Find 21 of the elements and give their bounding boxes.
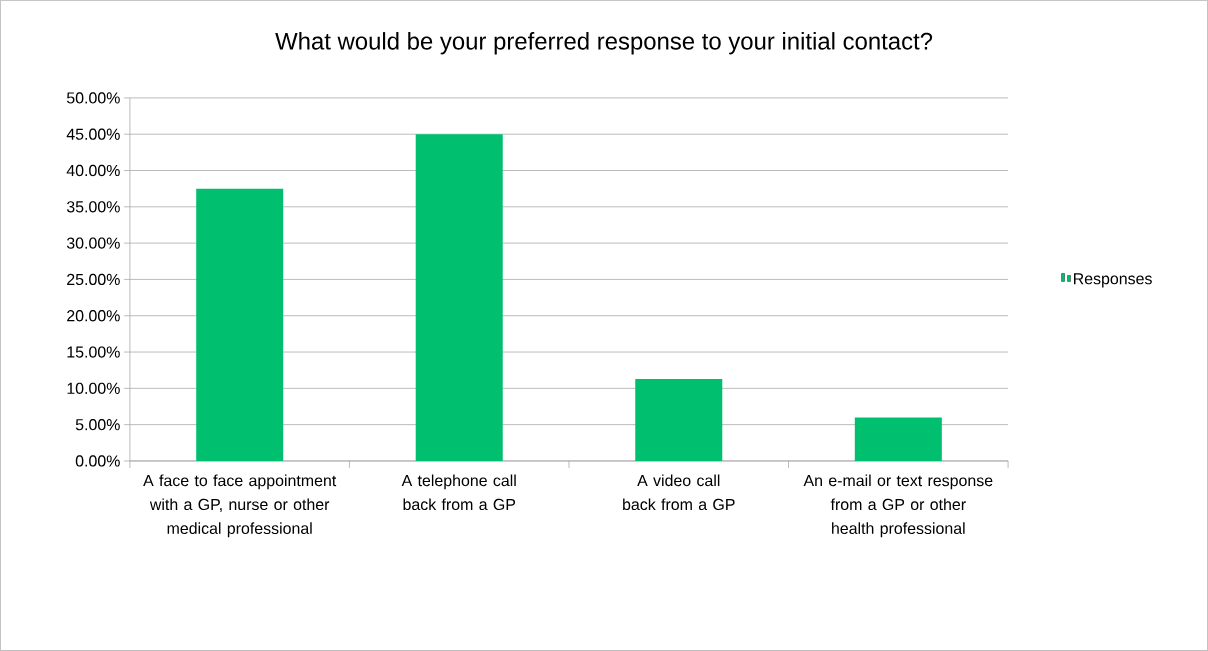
legend-label: Responses	[1074, 273, 1152, 288]
y-tick-label: 40.00%	[66, 164, 120, 177]
y-tick-label: 5.00%	[75, 419, 120, 431]
x-tick-label: A face to face appointment with a GP, nurse or other medical professional	[143, 474, 337, 538]
x-tick-label: An e-mail or text response from a GP or other health professional	[803, 474, 993, 538]
y-tick-label: 50.00%	[66, 92, 120, 104]
y-tick-label: 0.00%	[75, 455, 120, 467]
y-tick-label: 30.00%	[66, 237, 120, 249]
chart-title: What would be your preferred response to your initial contact?	[275, 32, 933, 55]
y-tick-label: 25.00%	[67, 273, 120, 286]
y-tick-label: 35.00%	[66, 201, 120, 213]
bar	[854, 417, 942, 462]
bar	[635, 378, 723, 462]
bar	[196, 188, 284, 462]
bar	[415, 134, 503, 462]
x-tick-label: A video call back from a GP	[623, 474, 735, 511]
y-tick-label: 20.00%	[67, 310, 120, 322]
x-tick-label: A telephone call back from a GP	[401, 474, 516, 511]
y-tick-label: 15.00%	[67, 346, 120, 358]
y-tick-label: 45.00%	[66, 128, 120, 140]
y-tick-label: 10.00%	[67, 382, 120, 395]
